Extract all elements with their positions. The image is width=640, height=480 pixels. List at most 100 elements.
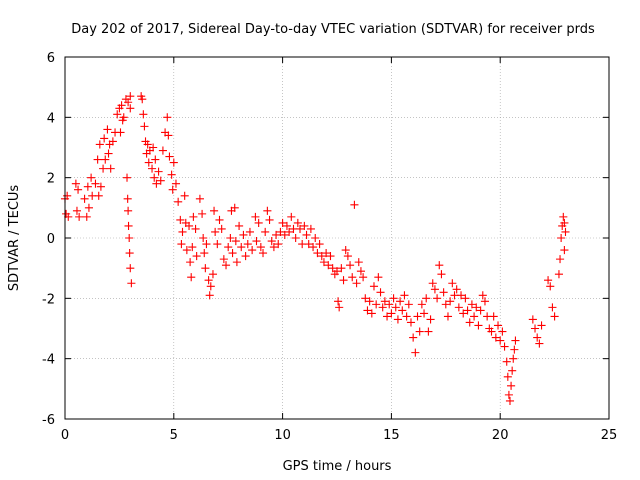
data-point — [561, 227, 570, 237]
y-tick-label: 4 — [47, 111, 55, 126]
data-point — [91, 179, 100, 188]
data-point — [511, 336, 520, 345]
data-point — [124, 206, 133, 215]
data-point — [278, 218, 287, 227]
data-point — [339, 276, 348, 285]
data-point — [202, 239, 211, 249]
data-point — [474, 321, 483, 330]
data-point — [149, 143, 158, 152]
data-point — [465, 318, 474, 327]
data-point — [177, 239, 186, 249]
data-point — [389, 294, 398, 303]
x-tick-label: 0 — [61, 428, 69, 443]
data-point — [317, 252, 326, 261]
data-point — [198, 209, 207, 218]
data-point — [328, 264, 337, 273]
data-point — [125, 233, 134, 243]
data-point — [168, 185, 177, 194]
data-point — [151, 155, 160, 164]
data-point — [118, 116, 127, 125]
data-point — [509, 354, 518, 363]
y-tick-label: -4 — [42, 353, 55, 368]
data-point — [235, 221, 244, 230]
data-point — [276, 227, 285, 237]
data-point — [348, 273, 357, 282]
y-axis-label: SDTVAR / TECUs — [7, 185, 22, 292]
data-point — [411, 348, 420, 357]
data-point — [176, 215, 185, 224]
data-point — [508, 366, 517, 375]
data-point — [285, 227, 294, 237]
data-point — [258, 249, 268, 258]
data-points — [60, 92, 570, 405]
data-point — [230, 203, 239, 212]
data-point — [243, 239, 252, 249]
x-tick-label: 15 — [383, 428, 400, 443]
data-point — [104, 149, 113, 158]
data-point — [241, 252, 250, 261]
data-point — [369, 282, 379, 291]
x-axis-label: GPS time / hours — [283, 459, 392, 474]
data-point — [156, 176, 165, 185]
data-point — [188, 243, 197, 252]
data-point — [127, 279, 136, 288]
data-point — [443, 312, 453, 321]
data-point — [239, 230, 248, 240]
data-point — [272, 230, 281, 240]
data-point — [123, 194, 132, 203]
data-point — [309, 243, 318, 252]
data-point — [463, 306, 472, 315]
data-point — [201, 264, 210, 273]
data-point — [140, 122, 149, 131]
data-point — [350, 200, 359, 209]
data-point — [533, 333, 542, 342]
data-point — [167, 170, 176, 179]
data-point — [206, 282, 215, 291]
data-point — [402, 312, 411, 321]
data-point — [184, 221, 194, 230]
data-point — [359, 273, 368, 282]
data-point — [413, 312, 422, 321]
data-point — [195, 194, 204, 203]
data-point — [433, 294, 442, 303]
data-point — [422, 294, 431, 303]
data-point — [424, 327, 433, 336]
data-point — [165, 152, 174, 161]
data-point — [83, 182, 92, 191]
data-point — [544, 276, 553, 285]
data-point — [298, 239, 307, 249]
data-point — [147, 164, 157, 173]
data-point — [559, 212, 568, 221]
data-point — [291, 233, 300, 243]
data-point — [150, 173, 159, 182]
data-point — [164, 131, 173, 140]
data-point — [138, 95, 147, 104]
data-point — [163, 113, 172, 122]
data-point — [189, 212, 198, 221]
data-point — [372, 300, 381, 309]
data-point — [287, 212, 296, 221]
data-point — [122, 173, 132, 182]
data-point — [169, 158, 178, 167]
data-point — [346, 261, 355, 270]
data-point — [248, 246, 257, 255]
data-point — [226, 233, 235, 243]
data-point — [361, 294, 370, 303]
data-point — [404, 300, 413, 309]
data-point — [376, 288, 385, 297]
data-point — [282, 221, 292, 230]
data-point — [491, 333, 500, 342]
data-point — [144, 158, 153, 167]
data-point — [493, 321, 503, 330]
data-point — [385, 300, 394, 309]
data-point — [119, 113, 128, 122]
data-point — [437, 270, 446, 279]
data-point — [211, 227, 220, 237]
data-point — [467, 300, 476, 309]
data-point — [181, 218, 190, 227]
data-point — [304, 239, 313, 249]
data-point — [382, 312, 392, 321]
data-point — [191, 224, 200, 233]
data-point — [480, 297, 490, 306]
